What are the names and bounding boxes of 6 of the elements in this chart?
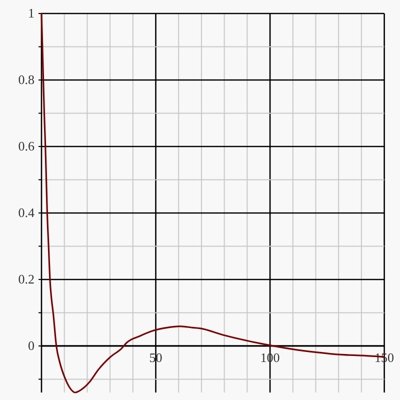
y-tick-label: 1 xyxy=(28,6,34,21)
y-tick-label: 0.6 xyxy=(18,138,35,154)
y-tick-label: 0 xyxy=(28,338,34,354)
y-tick-label: 0.4 xyxy=(18,205,35,220)
y-tick-label: 0.2 xyxy=(18,272,34,287)
y-tick-label: 0.8 xyxy=(18,72,34,88)
